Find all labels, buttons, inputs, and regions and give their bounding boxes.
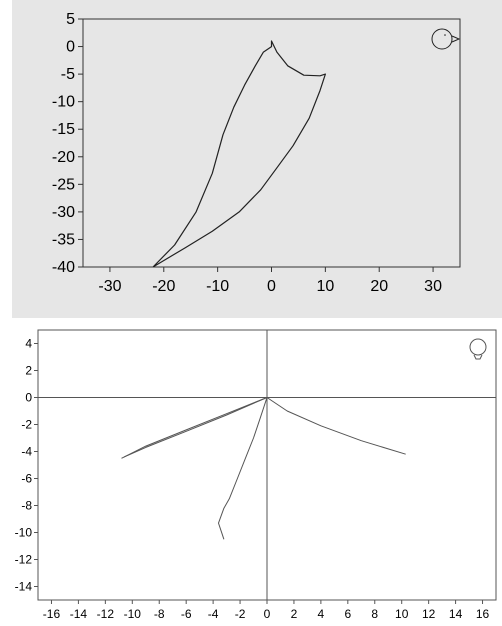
bottom-series-group <box>121 397 406 540</box>
bottom-x-tick-label: -14 <box>70 607 88 621</box>
bottom-x-axis-ticks: -16 -14 -12 -10 -8 -6 -4 -2 0 2 4 6 8 10 12 14 16 <box>43 600 490 621</box>
top-x-tick-label: -30 <box>98 278 121 295</box>
top-x-tick-label: 0 <box>267 278 276 295</box>
bottom-y-tick-label: -14 <box>15 580 33 594</box>
top-y-tick-label: -35 <box>52 231 75 248</box>
top-y-tick-label: -15 <box>52 121 75 138</box>
top-y-tick-label: 0 <box>66 39 75 56</box>
top-series-line <box>152 40 326 268</box>
bottom-x-tick-label: -16 <box>43 607 61 621</box>
top-x-tick-label: -20 <box>152 278 175 295</box>
top-y-tick-label: -30 <box>52 204 75 221</box>
top-chart: 5 0 -5 -10 -15 -20 -25 -30 -35 -40 -30 -20 -10 0 10 20… <box>12 0 502 318</box>
bottom-x-tick-label: -2 <box>235 607 246 621</box>
bottom-y-tick-label: -4 <box>21 445 32 459</box>
bottom-x-tick-label: -12 <box>97 607 115 621</box>
bottom-x-tick-label: 0 <box>264 607 271 621</box>
bottom-series-line <box>123 397 268 458</box>
bottom-x-tick-label: -6 <box>181 607 192 621</box>
bottom-x-tick-label: 10 <box>395 607 409 621</box>
bottom-y-tick-label: -12 <box>15 553 33 567</box>
bottom-series-line <box>266 397 406 455</box>
bottom-y-tick-label: 2 <box>25 364 32 378</box>
top-x-axis-ticks: -30 -20 -10 0 10 20 30 <box>98 267 442 295</box>
top-y-tick-label: -10 <box>52 94 75 111</box>
top-y-tick-label: -5 <box>61 66 75 83</box>
top-series-group <box>152 40 326 268</box>
head-top-view-icon <box>431 28 461 50</box>
top-y-tick-label: -40 <box>52 259 75 276</box>
bottom-y-tick-label: -10 <box>15 526 33 540</box>
bottom-x-tick-label: 16 <box>476 607 490 621</box>
top-y-axis-ticks: 5 0 -5 -10 -15 -20 -25 -30 -35 -40 <box>52 11 83 276</box>
bottom-x-tick-label: 4 <box>318 607 325 621</box>
bottom-series-line <box>121 397 268 459</box>
top-y-tick-label: -20 <box>52 149 75 166</box>
bottom-y-axis-ticks: 4 2 0 -2 -4 -6 -8 -10 -12 -14 <box>15 337 38 594</box>
top-y-tick-label: -25 <box>52 176 75 193</box>
head-front-view-icon <box>469 338 487 360</box>
bottom-y-tick-label: -8 <box>21 499 32 513</box>
top-x-tick-label: 20 <box>370 278 388 295</box>
top-x-tick-label: 30 <box>424 278 442 295</box>
bottom-x-tick-label: 6 <box>344 607 351 621</box>
bottom-chart: 420-2-4-6-8-10-12-14 -16 -14 -12 -10 -8 -6 -4-… <box>15 329 497 621</box>
top-plot-frame <box>82 18 461 268</box>
bottom-y-tick-label: 4 <box>25 337 32 351</box>
top-y-tick-label: 5 <box>66 11 75 28</box>
bottom-y-tick-label: -2 <box>21 418 32 432</box>
bottom-y-tick-label: 0 <box>25 391 32 405</box>
bottom-x-tick-label: -10 <box>124 607 142 621</box>
bottom-x-tick-label: 14 <box>449 607 463 621</box>
top-x-tick-label: -10 <box>206 278 229 295</box>
bottom-x-tick-label: 2 <box>291 607 298 621</box>
bottom-series-line <box>218 397 268 540</box>
bottom-x-tick-label: -4 <box>208 607 219 621</box>
bottom-x-tick-label: 12 <box>422 607 436 621</box>
bottom-x-tick-label: 8 <box>371 607 378 621</box>
top-x-tick-label: 10 <box>316 278 334 295</box>
bottom-y-tick-label: -6 <box>21 472 32 486</box>
bottom-x-tick-label: -8 <box>154 607 165 621</box>
